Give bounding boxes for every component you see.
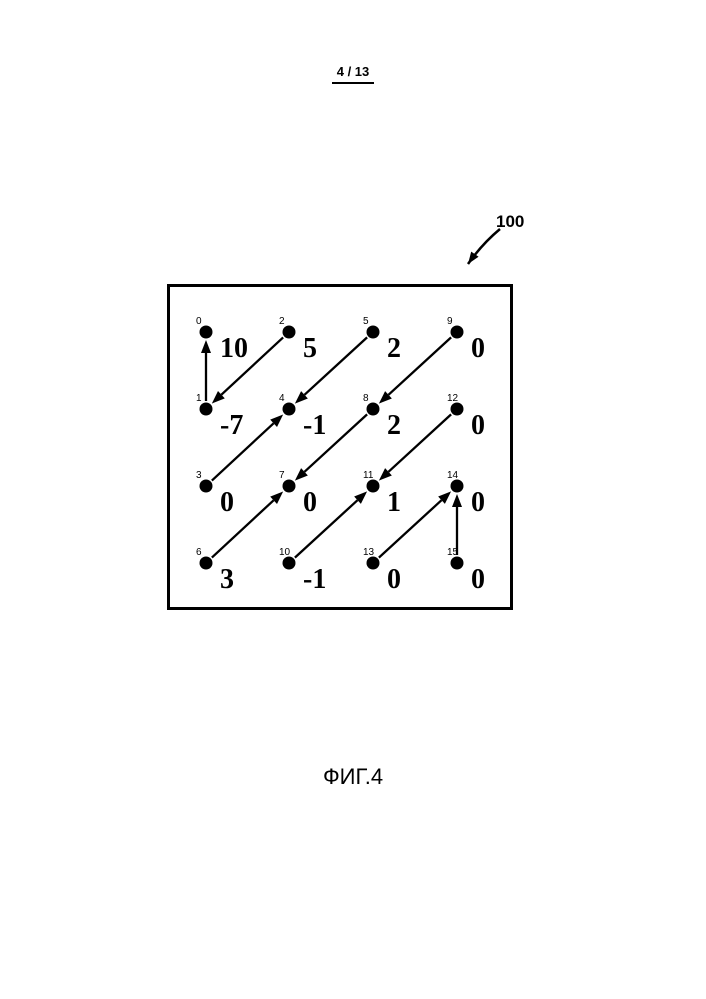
svg-text:0: 0 xyxy=(471,333,485,364)
svg-text:11: 11 xyxy=(363,470,374,481)
svg-text:3: 3 xyxy=(220,564,234,595)
svg-text:9: 9 xyxy=(447,316,453,327)
svg-text:-7: -7 xyxy=(220,410,243,441)
svg-text:0: 0 xyxy=(471,564,485,595)
svg-text:0: 0 xyxy=(387,564,401,595)
zigzag-diagram: 0102552901-74-18212030701111406310-11301… xyxy=(0,0,706,999)
svg-text:7: 7 xyxy=(279,470,285,481)
svg-text:5: 5 xyxy=(363,316,369,327)
svg-text:13: 13 xyxy=(363,547,375,558)
svg-text:5: 5 xyxy=(303,333,317,364)
figure-caption: ФИГ.4 xyxy=(323,764,383,790)
svg-text:1: 1 xyxy=(387,487,401,518)
svg-text:10: 10 xyxy=(220,333,248,364)
svg-text:2: 2 xyxy=(387,410,401,441)
svg-text:14: 14 xyxy=(447,470,459,481)
svg-text:0: 0 xyxy=(303,487,317,518)
svg-text:-1: -1 xyxy=(303,564,326,595)
svg-text:0: 0 xyxy=(196,316,202,327)
svg-text:2: 2 xyxy=(387,333,401,364)
svg-text:12: 12 xyxy=(447,393,459,404)
svg-text:0: 0 xyxy=(471,410,485,441)
svg-text:10: 10 xyxy=(279,547,291,558)
svg-text:15: 15 xyxy=(447,547,459,558)
page: 4 / 13 100 0102552901-74-182120307011114… xyxy=(0,0,706,999)
svg-text:4: 4 xyxy=(279,393,285,404)
svg-text:6: 6 xyxy=(196,547,202,558)
svg-text:3: 3 xyxy=(196,470,202,481)
svg-text:8: 8 xyxy=(363,393,369,404)
svg-text:0: 0 xyxy=(220,487,234,518)
svg-text:-1: -1 xyxy=(303,410,326,441)
svg-text:2: 2 xyxy=(279,316,285,327)
svg-text:0: 0 xyxy=(471,487,485,518)
svg-text:1: 1 xyxy=(196,393,202,404)
